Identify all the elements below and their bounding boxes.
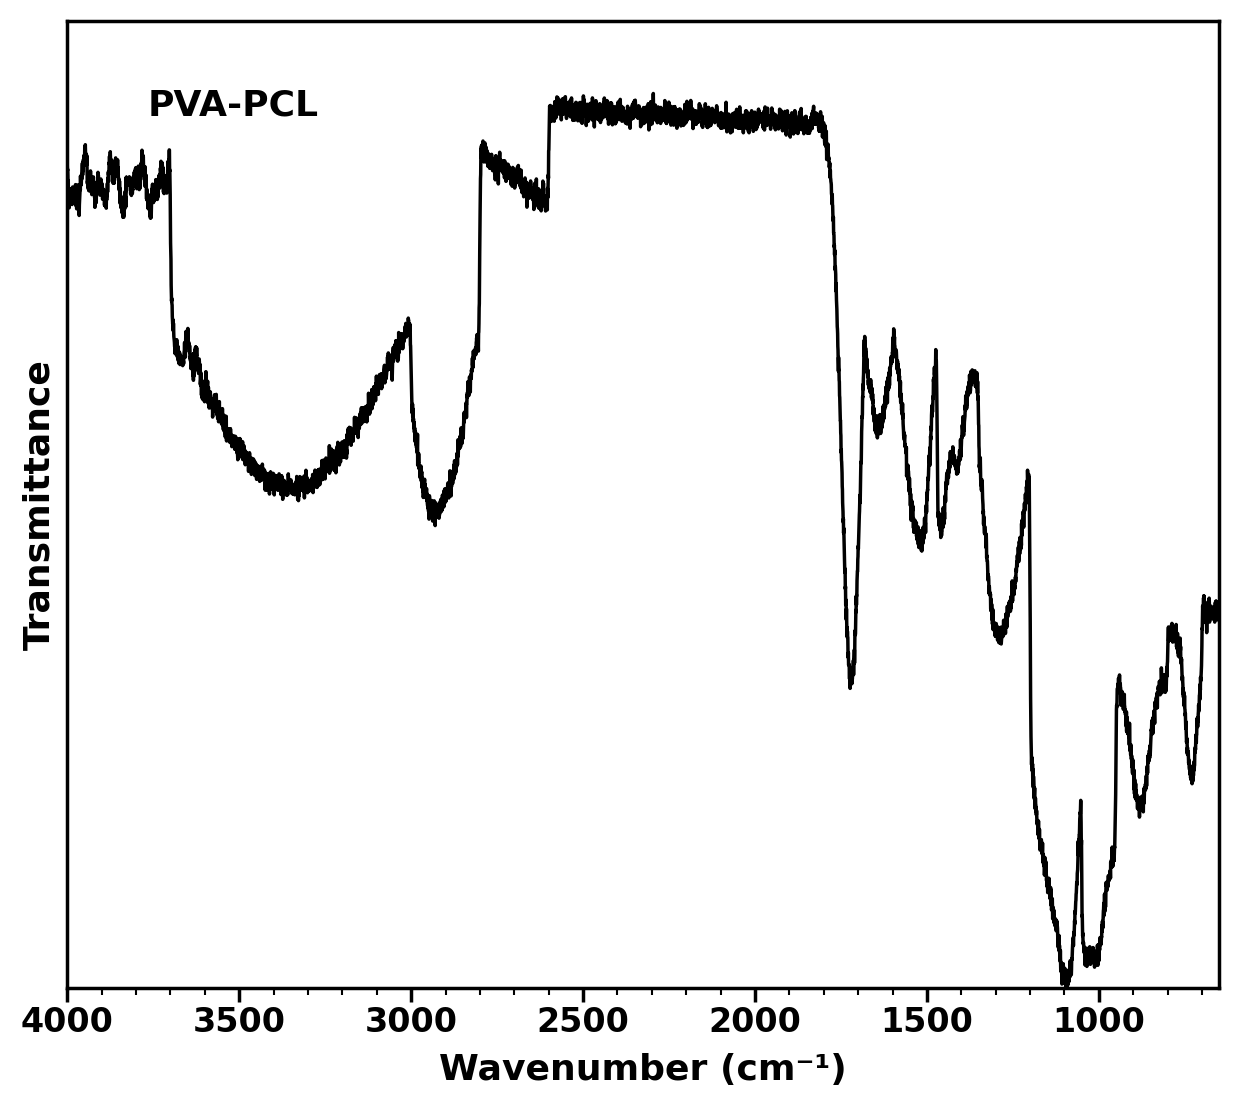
Text: PVA-PCL: PVA-PCL: [148, 89, 319, 123]
Y-axis label: Transmittance: Transmittance: [22, 359, 56, 649]
X-axis label: Wavenumber (cm⁻¹): Wavenumber (cm⁻¹): [439, 1054, 847, 1087]
